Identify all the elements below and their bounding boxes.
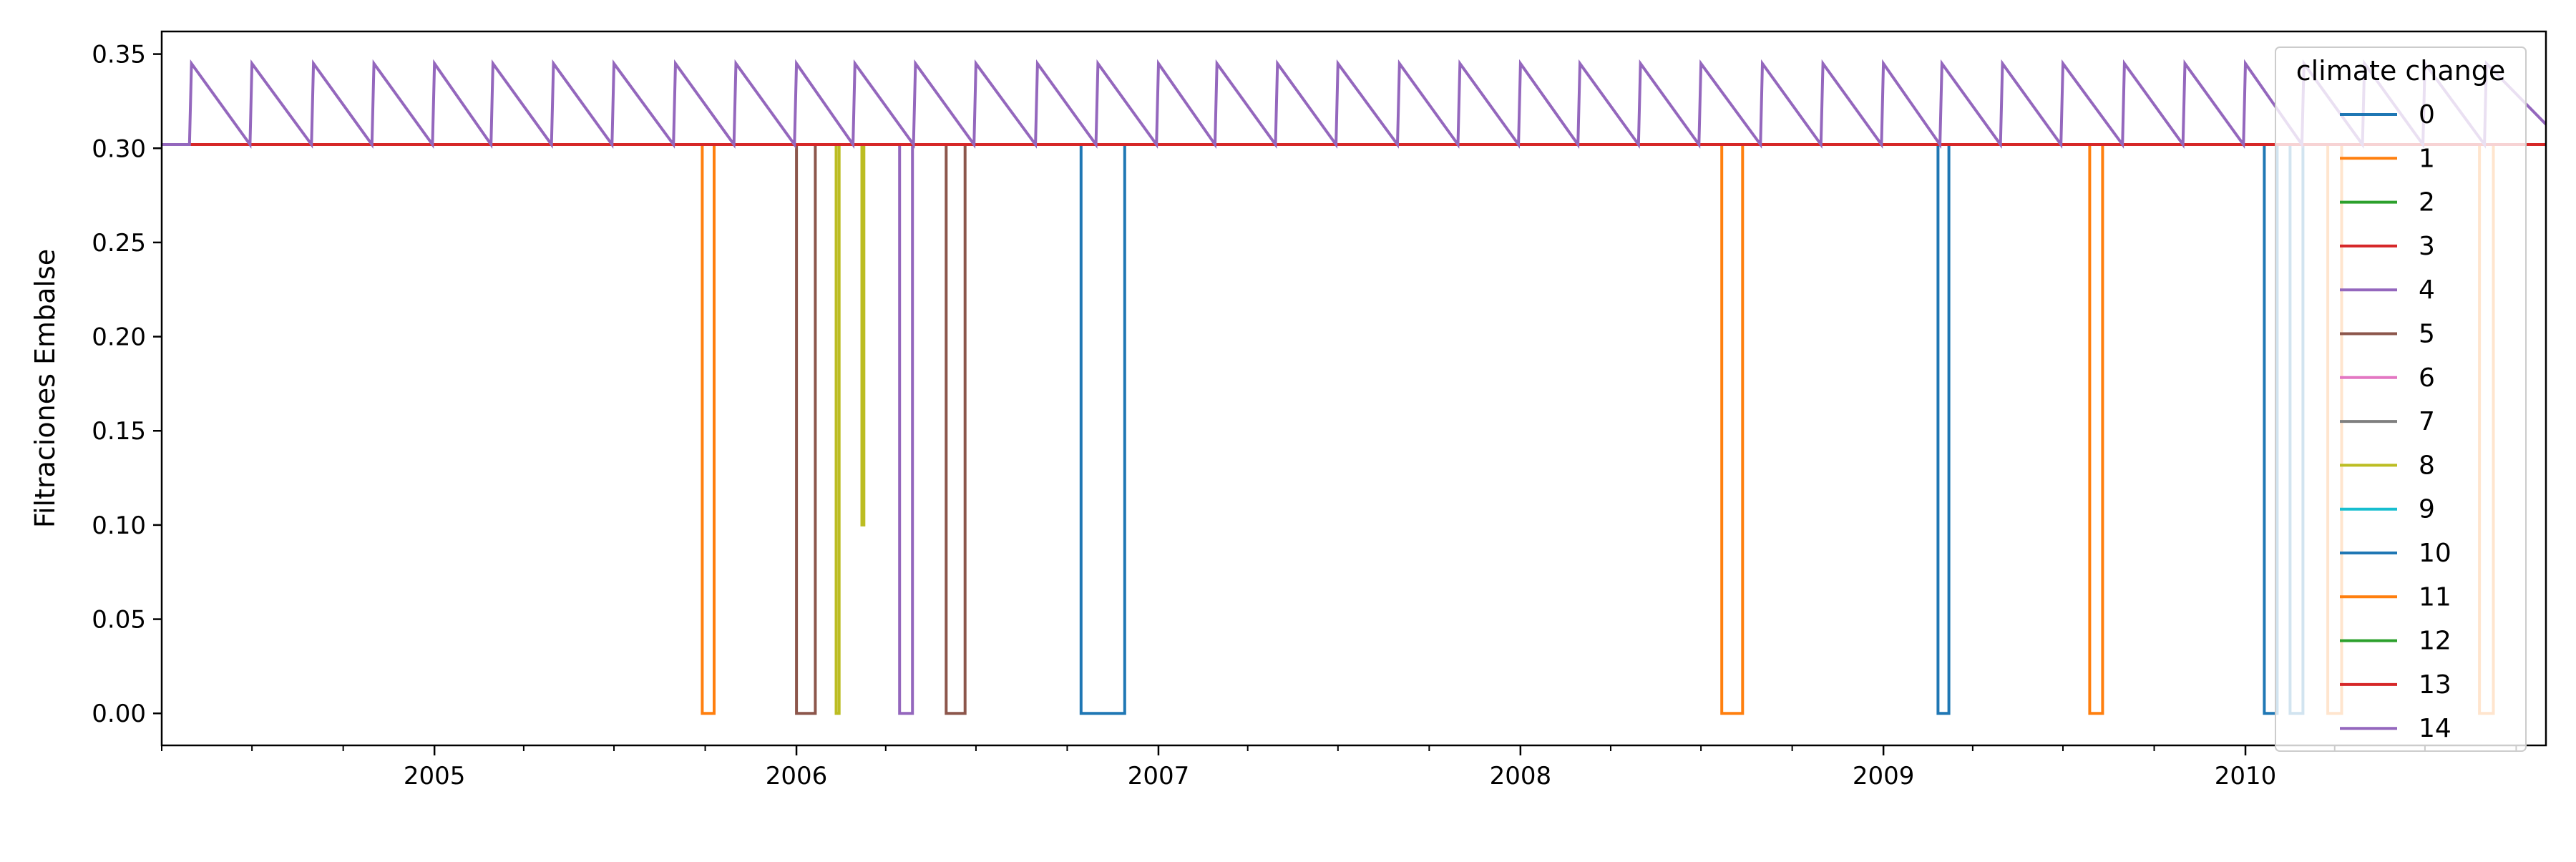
legend-label-8: 8 [2419,451,2435,480]
y-axis: 0.00 0.05 0.10 0.15 0.20 0.25 0.30 0.35 [92,41,162,728]
plot-background [162,31,2546,745]
legend-label-1: 1 [2419,144,2435,173]
y-tick-label: 0.20 [92,323,146,352]
x-tick-label: 2007 [1128,762,1190,790]
legend-label-6: 6 [2419,363,2435,393]
y-tick-label: 0.10 [92,511,146,540]
legend-title: climate change [2296,55,2506,87]
legend-label-10: 10 [2419,539,2451,568]
x-tick-label: 2005 [404,762,466,790]
y-tick-label: 0.00 [92,700,146,728]
y-tick-label: 0.25 [92,229,146,258]
x-tick-label: 2008 [1490,762,1552,790]
legend-label-5: 5 [2419,320,2435,349]
legend-label-9: 9 [2419,495,2435,524]
series-layer [162,59,2546,715]
legend-label-14: 14 [2419,714,2451,743]
y-tick-label: 0.05 [92,606,146,635]
x-tick-label: 2010 [2215,762,2277,790]
series-line-14 [162,59,2546,150]
y-tick-label: 0.15 [92,417,146,446]
legend-box [2275,46,2527,752]
legend-label-4: 4 [2419,275,2435,305]
legend-label-7: 7 [2419,407,2435,436]
legend-label-13: 13 [2419,670,2451,700]
legend-label-11: 11 [2419,582,2451,612]
x-tick-label: 2009 [1853,762,1915,790]
legend-label-12: 12 [2419,627,2451,656]
x-tick-label: 2006 [766,762,828,790]
plot-frame [160,30,2547,747]
legend-label-0: 0 [2419,100,2435,129]
x-axis: 2005 2006 2007 2008 2009 2010 [161,745,2517,790]
legend-label-2: 2 [2419,188,2435,217]
y-tick-label: 0.30 [92,134,146,163]
legend-label-3: 3 [2419,232,2435,261]
y-tick-label: 0.35 [92,41,146,69]
y-axis-label: Filtraciones Embalse [29,249,61,528]
